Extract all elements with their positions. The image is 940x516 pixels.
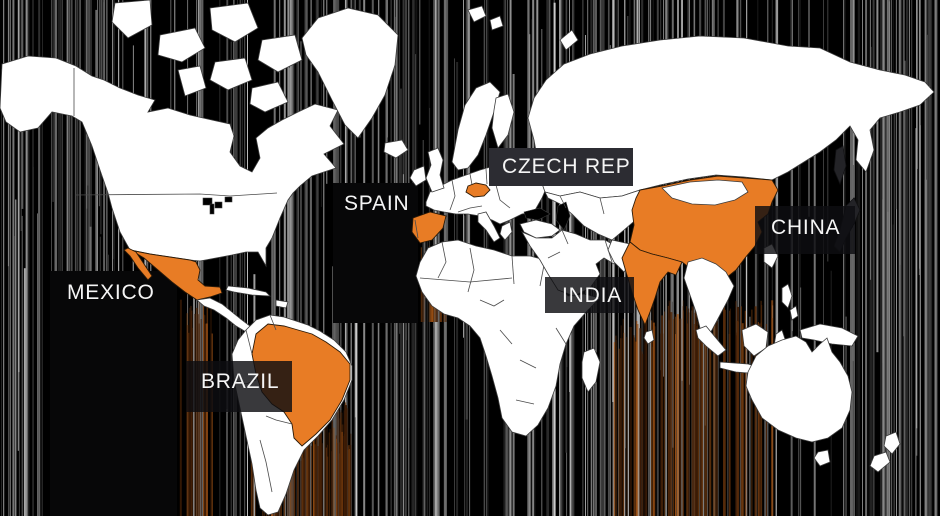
island-new-guinea: [799, 323, 859, 347]
border-line: [449, 179, 456, 211]
brazil-label: BRAZIL: [201, 370, 280, 393]
island: [209, 57, 253, 91]
border-line: [269, 314, 277, 331]
island: [157, 27, 206, 63]
island: [467, 5, 487, 23]
island-cuba: [225, 285, 272, 297]
region-middle-east: [521, 229, 623, 297]
island: [111, 0, 153, 39]
border-line: [499, 329, 513, 345]
border-line: [519, 359, 537, 369]
svalbard-islands: [467, 5, 504, 31]
country-czech-republic[interactable]: [465, 182, 491, 198]
country-italy: [477, 211, 501, 243]
island: [177, 65, 207, 97]
island: [489, 15, 504, 31]
lake: [214, 201, 223, 209]
island-tasmania: [813, 449, 831, 467]
arctic-islands: [111, 0, 303, 113]
country-north-america: [0, 55, 345, 268]
border-line: [604, 239, 613, 263]
island-nz-south: [869, 451, 891, 473]
region-indochina: [683, 257, 735, 341]
border-line: [515, 399, 535, 405]
spain-label: SPAIN: [344, 192, 410, 215]
caspian-sea: [555, 201, 571, 231]
border-line: [467, 247, 475, 293]
border-line: [265, 415, 293, 425]
island-philippines: [781, 283, 793, 309]
lake: [224, 196, 233, 203]
island: [257, 34, 303, 73]
island-madagascar: [581, 347, 601, 393]
country-australia: [745, 335, 853, 443]
country-turkey: [519, 219, 561, 239]
country-greenland: [301, 7, 399, 139]
czech-rep-label: CZECH REP: [502, 155, 631, 178]
border-line: [479, 299, 505, 307]
border-portugal: [414, 219, 419, 239]
island-philippines-south: [789, 305, 799, 321]
country-iceland: [383, 139, 409, 159]
border-us-canada: [74, 192, 278, 197]
island-sakhalin: [833, 145, 847, 186]
island-nz-north: [883, 431, 901, 455]
india-label: INDIA: [562, 284, 623, 307]
mexico-label: MEXICO: [67, 281, 155, 304]
country-spain[interactable]: [411, 211, 447, 244]
brazil-label-box[interactable]: BRAZIL: [186, 361, 292, 412]
border-line: [457, 205, 483, 213]
czech-rep-label-box[interactable]: CZECH REP: [489, 148, 633, 186]
island-hispaniola: [275, 299, 289, 309]
black-sea: [523, 207, 551, 221]
region-central-america: [196, 297, 251, 333]
spain-label-box[interactable]: [333, 183, 418, 323]
country-mexico-baja[interactable]: [123, 247, 153, 281]
border-line: [561, 229, 569, 245]
border-line: [555, 327, 567, 345]
china-label-box[interactable]: CHINA: [755, 206, 855, 254]
china-label: CHINA: [771, 216, 841, 239]
island: [209, 2, 259, 43]
country-finland: [491, 93, 515, 149]
border-line: [495, 184, 511, 209]
island-sri-lanka: [643, 329, 655, 345]
island-novaya-zemlya: [559, 29, 579, 51]
country-greece: [499, 221, 513, 241]
border-line: [547, 251, 561, 259]
border-line: [559, 195, 567, 209]
island-sumatra: [695, 325, 727, 357]
country-ireland: [409, 165, 427, 187]
country-uk: [425, 147, 445, 193]
border-line: [437, 241, 447, 279]
mexico-label-box[interactable]: [50, 271, 177, 516]
border-line: [599, 197, 605, 215]
island: [249, 81, 289, 113]
border-line: [419, 277, 513, 283]
great-lakes: [202, 196, 233, 215]
country-mongolia: [661, 179, 749, 206]
border-line: [511, 255, 515, 285]
border-line: [485, 168, 488, 185]
asia-borders: [547, 195, 613, 263]
lake: [209, 203, 215, 215]
border-line: [245, 329, 253, 355]
border-line: [259, 439, 273, 493]
india-label-box[interactable]: INDIA: [545, 277, 634, 313]
country-mexico[interactable]: [129, 249, 223, 301]
